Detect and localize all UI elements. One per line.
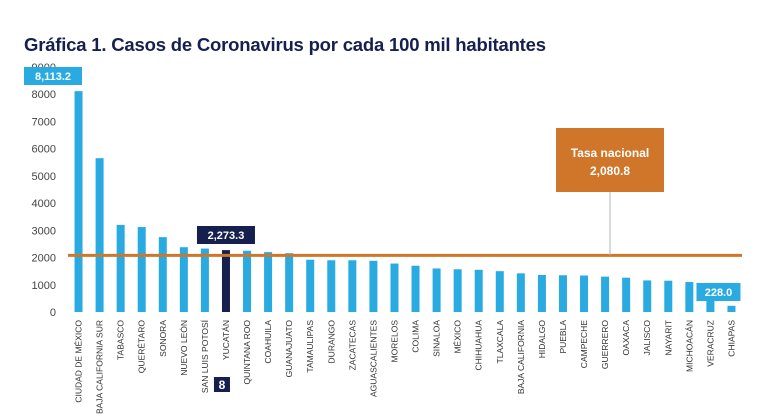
y-axis: 0100020003000400050006000700080009000 (32, 62, 56, 319)
y-tick-label: 6000 (32, 144, 56, 156)
x-tick-label: CIUDAD DE MÉXICO (74, 320, 84, 403)
y-tick-label: 8000 (32, 89, 56, 101)
bar (306, 259, 315, 312)
y-tick-label: 5000 (32, 171, 56, 183)
bar (116, 224, 125, 312)
x-tick-label: NAYARIT (663, 320, 673, 356)
rank-badge-text: 8 (219, 378, 226, 392)
x-tick-label: BAJA CALIFORNIA (516, 320, 526, 394)
bar (495, 271, 504, 312)
bar (137, 227, 146, 312)
bar (369, 260, 378, 312)
x-tick-label: OAXACA (621, 320, 631, 356)
bar (264, 252, 273, 312)
x-tick-label: NUEVO LEÓN (179, 320, 189, 376)
bar (158, 237, 167, 312)
bars-group (74, 91, 736, 313)
bar (685, 282, 694, 312)
bar (453, 269, 462, 312)
reference-callout-box (556, 128, 664, 192)
x-axis: CIUDAD DE MÉXICO BAJA CALIFORNIA SUR TABAS… (74, 319, 737, 414)
x-tick-label: MORELOS (389, 320, 399, 363)
y-tick-label: 3000 (32, 225, 56, 237)
x-tick-label: MÉXICO (453, 320, 463, 354)
x-tick-label: SAN LUIS POTOSÍ (200, 319, 210, 393)
bar (390, 263, 399, 312)
x-tick-label: YUCATÁN (221, 320, 231, 360)
y-tick-label: 2000 (32, 253, 56, 265)
x-tick-label: TLAXCALA (495, 320, 505, 364)
bar (622, 277, 631, 312)
x-tick-label: CAMPECHE (579, 320, 589, 369)
bar (327, 260, 336, 312)
x-tick-label: SONORA (158, 320, 168, 357)
bar (243, 250, 252, 312)
chart-title: Gráfica 1. Casos de Coronavirus por cada… (24, 34, 546, 55)
data-label-box (196, 226, 255, 244)
data-label-box (696, 283, 741, 301)
x-tick-label: BAJA CALIFORNIA SUR (95, 320, 105, 414)
bar (727, 305, 736, 312)
annotations-group: Tasa nacional 2,080.8 8,113.2 2,273.3 228.0 8 (24, 67, 742, 392)
bar (432, 268, 441, 312)
x-tick-label: SINALOA (432, 320, 442, 357)
data-label-box (24, 67, 82, 85)
x-tick-label: PUEBLA (558, 320, 568, 354)
x-tick-label: HIDALGO (537, 320, 547, 359)
bar (537, 274, 546, 312)
x-tick-label: ZACATECAS (347, 320, 357, 371)
y-tick-label: 0 (50, 307, 56, 319)
bar (95, 158, 104, 312)
bar (706, 293, 715, 312)
data-label: 228.0 (705, 287, 733, 299)
y-tick-label: 1000 (32, 280, 56, 292)
bar (348, 260, 357, 312)
x-tick-label: TABASCO (116, 320, 126, 360)
y-tick-label: 7000 (32, 116, 56, 128)
data-label: 2,273.3 (208, 230, 245, 242)
y-tick-label: 4000 (32, 198, 56, 210)
x-tick-label: TAMAULIPAS (305, 320, 315, 373)
x-tick-label: GUANAJUATO (284, 320, 294, 378)
x-tick-label: CHIHUAHUA (474, 320, 484, 371)
x-tick-label: AGUASCALIENTES (368, 320, 378, 397)
bar (643, 280, 652, 312)
x-tick-label: QUINTANA ROO (242, 320, 252, 385)
x-tick-label: COLIMA (411, 320, 421, 353)
bar (285, 253, 294, 312)
bar (601, 276, 610, 312)
reference-callout-value: 2,080.8 (590, 164, 630, 178)
reference-callout-label: Tasa nacional (571, 146, 649, 160)
x-tick-label: GUERRERO (600, 320, 610, 370)
bar (74, 91, 83, 313)
bar (221, 250, 230, 312)
bar (411, 265, 420, 312)
x-tick-label: VERACRUZ (705, 320, 715, 367)
data-label: 8,113.2 (35, 71, 71, 83)
bar (664, 280, 673, 312)
x-tick-label: JALISCO (642, 320, 652, 356)
x-tick-label: COAHUILA (263, 320, 273, 364)
x-tick-label: CHIAPAS (726, 320, 736, 357)
x-tick-label: DURANGO (326, 320, 336, 364)
rank-badge-box (213, 377, 230, 392)
x-tick-label: QUERÉTARO (137, 320, 147, 374)
bar (474, 269, 483, 312)
bar (558, 275, 567, 312)
bar (179, 247, 188, 312)
bar (580, 275, 589, 312)
x-tick-label: MICHOACÁN (684, 320, 694, 372)
bar (200, 248, 209, 312)
bar (516, 273, 525, 312)
